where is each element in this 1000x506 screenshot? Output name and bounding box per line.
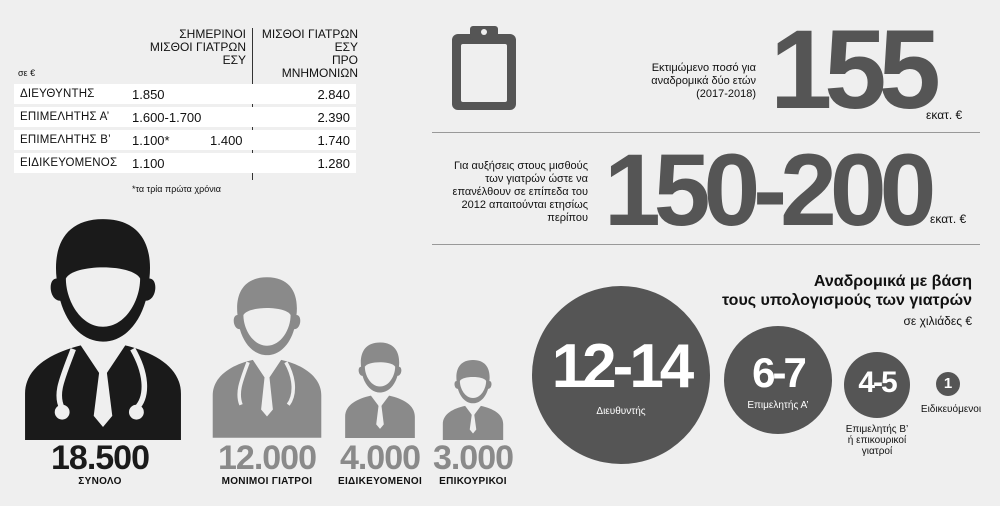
stat2-text-line: 2012 απαιτούνται ετησίως	[461, 199, 588, 211]
stat2-text-line: περίπου	[547, 212, 588, 224]
column-divider	[252, 28, 253, 180]
row-label: ΕΙΔΙΚΕΥΟΜΕΝΟΣ	[20, 157, 118, 169]
retro-circle-value: 4-5	[858, 366, 897, 399]
doctor-count: 3.000	[432, 439, 514, 477]
retro-circle-label-supervisor-b: Επιμελητής Β’ ή επικουρικοί γιατροί	[822, 424, 932, 457]
retro-circle-label: Διευθυντής	[596, 406, 646, 417]
doctor-count: 18.500	[51, 439, 150, 477]
doctor-icon-total	[25, 219, 181, 440]
retro-circle-value: 1	[943, 375, 953, 392]
col-header-pre-line: ΕΣΥ	[334, 40, 358, 54]
table-row: ΔΙΕΥΘΥΝΤΗΣ 1.850 2.840	[14, 84, 356, 104]
table-row: ΕΙΔΙΚΕΥΟΜΕΝΟΣ 1.100 1.280	[14, 153, 356, 173]
doctor-icon-auxiliary	[442, 359, 504, 440]
col-header-pre-line: ΠΡΟ ΜΝΗΜΟΝΙΩΝ	[281, 53, 358, 80]
doctor-label: ΕΠΙΚΟΥΡΙΚΟΙ	[439, 476, 507, 487]
retro-circle-director: 12-14 Διευθυντής	[532, 286, 710, 464]
row-current-2: 1.400	[210, 133, 243, 148]
doctor-label: ΣΥΝΟΛΟ	[78, 476, 122, 487]
doctor-icon-permanent	[212, 277, 322, 438]
row-label: ΕΠΙΜΕΛΗΤΗΣ Β’	[20, 134, 111, 146]
row-current: 1.850	[132, 87, 165, 102]
stat2-description: Για αυξήσεις στους μισθούς των γιατρών ώ…	[424, 160, 588, 225]
row-pre: 2.390	[317, 110, 350, 125]
stat2-unit: εκατ. €	[930, 212, 967, 226]
retro-label-line: ή επικουρικοί	[847, 435, 907, 446]
col-header-pre: ΜΙΣΘΟΙ ΓΙΑΤΡΩΝ ΕΣΥ ΠΡΟ ΜΝΗΜΟΝΙΩΝ	[256, 28, 358, 80]
table-row: ΕΠΙΜΕΛΗΤΗΣ Β’ 1.100* 1.400 1.740	[14, 130, 356, 150]
col-header-pre-line: ΜΙΣΘΟΙ ΓΙΑΤΡΩΝ	[261, 27, 358, 41]
divider	[432, 244, 980, 245]
table-row: ΕΠΙΜΕΛΗΤΗΣ Α’ 1.600-1.700 2.390	[14, 107, 356, 127]
stat1-text-line: Εκτιμώμενο ποσό για	[651, 62, 756, 74]
row-current: 1.100*	[132, 133, 170, 148]
retro-circle-value: 12-14	[551, 332, 695, 401]
retro-circle-resident: 1	[936, 372, 960, 396]
stat2-text-line: των γιατρών ώστε να	[485, 173, 588, 185]
stat1-text-line: (2017-2018)	[696, 88, 756, 100]
retro-unit: σε χιλιάδες €	[903, 314, 972, 328]
divider	[432, 132, 980, 133]
retro-title-line: Αναδρομικά με βάση	[813, 273, 972, 290]
doctor-icon-resident	[345, 342, 415, 438]
doctor-count: 4.000	[339, 439, 421, 477]
retro-circle-supervisor-b: 4-5	[844, 352, 910, 418]
stat1-text-line: αναδρομικά δύο ετών	[651, 75, 756, 87]
row-label: ΔΙΕΥΘΥΝΤΗΣ	[20, 88, 95, 100]
clipboard-icon	[448, 24, 520, 112]
row-pre: 1.740	[317, 133, 350, 148]
stat2-text-line: Για αυξήσεις στους μισθούς	[454, 160, 588, 172]
row-current: 1.100	[132, 156, 165, 171]
retro-title-line: τους υπολογισμούς των γιατρών	[721, 292, 972, 309]
stat1-description: Εκτιμώμενο ποσό για αναδρομικά δύο ετών …	[600, 62, 756, 101]
row-pre: 2.840	[317, 87, 350, 102]
doctor-count: 12.000	[218, 439, 317, 477]
retro-circle-value: 6-7	[752, 349, 807, 396]
row-label: ΕΠΙΜΕΛΗΤΗΣ Α’	[20, 111, 110, 123]
table-footnote: *τα τρία πρώτα χρόνια	[132, 184, 221, 194]
retro-title: Αναδρομικά με βάση τους υπολογισμούς των…	[700, 272, 972, 310]
row-pre: 1.280	[317, 156, 350, 171]
retro-circle-label: Ειδικευόμενοι	[920, 404, 982, 415]
col-header-current: ΣΗΜΕΡΙΝΟΙ ΜΙΣΘΟΙ ΓΙΑΤΡΩΝ ΕΣΥ	[130, 28, 246, 67]
retro-circle-label: Επιμελητής Α’	[747, 400, 809, 411]
doctor-label: ΜΟΝΙΜΟΙ ΓΙΑΤΡΟΙ	[221, 476, 313, 487]
retro-label-line: Επιμελητής Β’	[845, 424, 909, 435]
retro-circle-supervisor-a: 6-7 Επιμελητής Α’	[724, 326, 832, 434]
table-unit: σε €	[18, 68, 36, 78]
col-header-current-line: ΕΣΥ	[222, 53, 246, 67]
stat1-value: 155	[770, 7, 941, 132]
retro-label-line: γιατροί	[861, 446, 893, 457]
col-header-current-line: ΣΗΜΕΡΙΝΟΙ	[179, 27, 246, 41]
row-current: 1.600-1.700	[132, 110, 202, 125]
stat2-value: 150-200	[604, 133, 936, 247]
stat1-unit: εκατ. €	[926, 108, 963, 122]
col-header-current-line: ΜΙΣΘΟΙ ΓΙΑΤΡΩΝ	[149, 40, 246, 54]
doctor-label: ΕΙΔΙΚΕΥΟΜΕΝΟΙ	[337, 476, 423, 487]
stat2-text-line: επανέλθουν σε επίπεδα του	[452, 186, 588, 198]
